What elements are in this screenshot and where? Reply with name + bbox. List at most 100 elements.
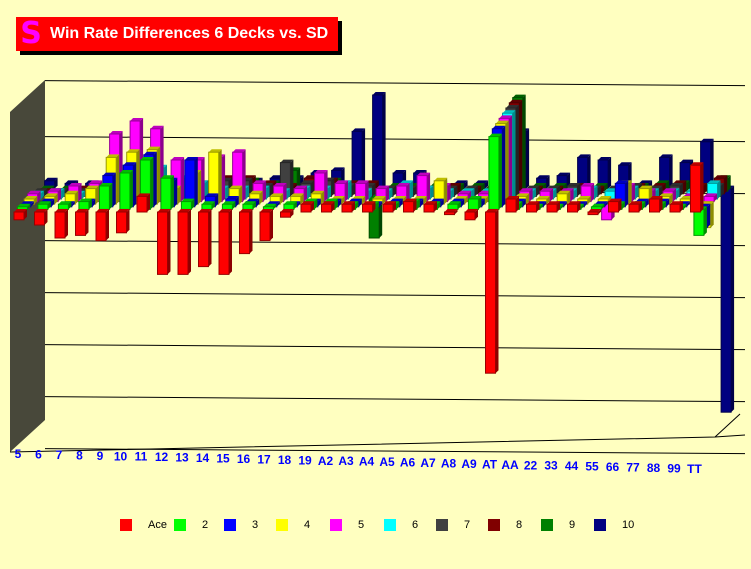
bar-side xyxy=(106,209,109,241)
bar-side xyxy=(290,209,294,218)
bar-top xyxy=(147,146,161,150)
legend-label: 4 xyxy=(304,519,311,531)
bar-top xyxy=(659,154,673,158)
bar-top xyxy=(598,157,612,160)
bar-top xyxy=(283,201,297,205)
bar-Ace-44 xyxy=(567,201,581,213)
bar-side xyxy=(365,180,369,202)
bar-top xyxy=(649,185,663,189)
bar-2-AT xyxy=(488,133,502,210)
bar-side xyxy=(372,183,376,197)
bar-side xyxy=(485,180,489,189)
bar-side xyxy=(68,201,72,210)
bar-side xyxy=(75,190,79,205)
bar-top xyxy=(577,196,591,199)
bar-side xyxy=(372,201,376,212)
bar-side xyxy=(208,209,212,267)
bar-side xyxy=(724,175,728,194)
bar-top xyxy=(171,157,185,160)
bar-top xyxy=(475,180,489,184)
x-tick-label: 9 xyxy=(97,449,104,463)
bar-top xyxy=(34,209,48,212)
bar-front xyxy=(34,211,45,226)
bar-top xyxy=(160,175,174,179)
legend-swatch xyxy=(174,519,186,531)
bar-top xyxy=(598,196,612,199)
bar-side xyxy=(676,188,680,199)
bar-Ace-15 xyxy=(218,209,232,275)
bar-side xyxy=(30,201,34,207)
bar-side xyxy=(457,183,461,194)
bar-side xyxy=(621,201,625,210)
gridline xyxy=(44,136,746,143)
bar-side xyxy=(341,196,345,205)
bar-side xyxy=(362,128,366,189)
bar-side xyxy=(707,203,711,228)
legend-item-4: 4 xyxy=(276,519,310,531)
bar-top xyxy=(17,203,31,207)
bar-top xyxy=(89,180,103,184)
bar-side xyxy=(58,188,62,202)
legend-label: 10 xyxy=(622,519,635,531)
bar-top xyxy=(581,183,595,186)
legend-label: 3 xyxy=(252,519,259,531)
bar-top xyxy=(181,198,195,202)
s-logo-icon: S xyxy=(20,16,42,51)
gridline xyxy=(44,344,746,351)
bar-top xyxy=(454,196,468,199)
bar-top xyxy=(458,190,472,194)
bar-side xyxy=(625,180,629,207)
bar-side xyxy=(334,198,338,210)
bar-side xyxy=(307,185,311,199)
bar-top xyxy=(342,201,355,205)
bar-top xyxy=(219,209,232,212)
bar-top xyxy=(249,190,263,194)
bar-side xyxy=(82,190,85,199)
bar-side xyxy=(54,193,58,205)
bar-side xyxy=(461,183,465,192)
bar-2-17 xyxy=(262,203,277,210)
bar-top xyxy=(526,185,540,189)
bar-side xyxy=(71,201,75,207)
bar-side xyxy=(669,154,673,189)
bar-top xyxy=(246,198,260,202)
x-tick-label: 16 xyxy=(237,452,251,466)
x-tick-label: A6 xyxy=(400,456,416,470)
bar-side xyxy=(584,201,588,207)
bar-top xyxy=(413,196,427,199)
bar-front xyxy=(37,203,49,210)
bar-side xyxy=(645,198,649,207)
bar-side xyxy=(553,188,557,199)
bar-side xyxy=(526,193,530,205)
bar-side xyxy=(703,206,707,236)
bar-side xyxy=(666,198,670,207)
bar-top xyxy=(75,209,89,212)
bar-side xyxy=(331,177,335,197)
bar-top xyxy=(106,154,120,158)
legend-item-8: 8 xyxy=(488,519,522,531)
bar-top xyxy=(65,180,79,184)
bar-side xyxy=(519,201,523,210)
bar-top xyxy=(263,203,277,207)
bar-top xyxy=(352,196,366,199)
bar-side xyxy=(256,198,260,207)
bar-side xyxy=(727,175,731,192)
bar-top xyxy=(229,185,243,189)
bar-top xyxy=(478,190,492,194)
bar-2-18 xyxy=(283,201,297,210)
bar-side xyxy=(290,159,294,197)
bar-top xyxy=(444,209,458,212)
bar-top xyxy=(615,180,629,184)
bar-front xyxy=(703,195,715,203)
bar-front xyxy=(447,203,459,210)
bar-top xyxy=(14,209,27,212)
bar-side xyxy=(714,193,718,202)
bar-front xyxy=(382,203,394,213)
bar-Ace-AA xyxy=(505,196,519,213)
bar-side xyxy=(454,185,458,197)
bar-side xyxy=(481,183,485,192)
bar-side xyxy=(95,185,99,205)
chart-title-box: S Win Rate Differences 6 Decks vs. SD xyxy=(16,17,338,51)
bar-Ace-9 xyxy=(95,209,109,242)
bar-top xyxy=(331,196,345,199)
